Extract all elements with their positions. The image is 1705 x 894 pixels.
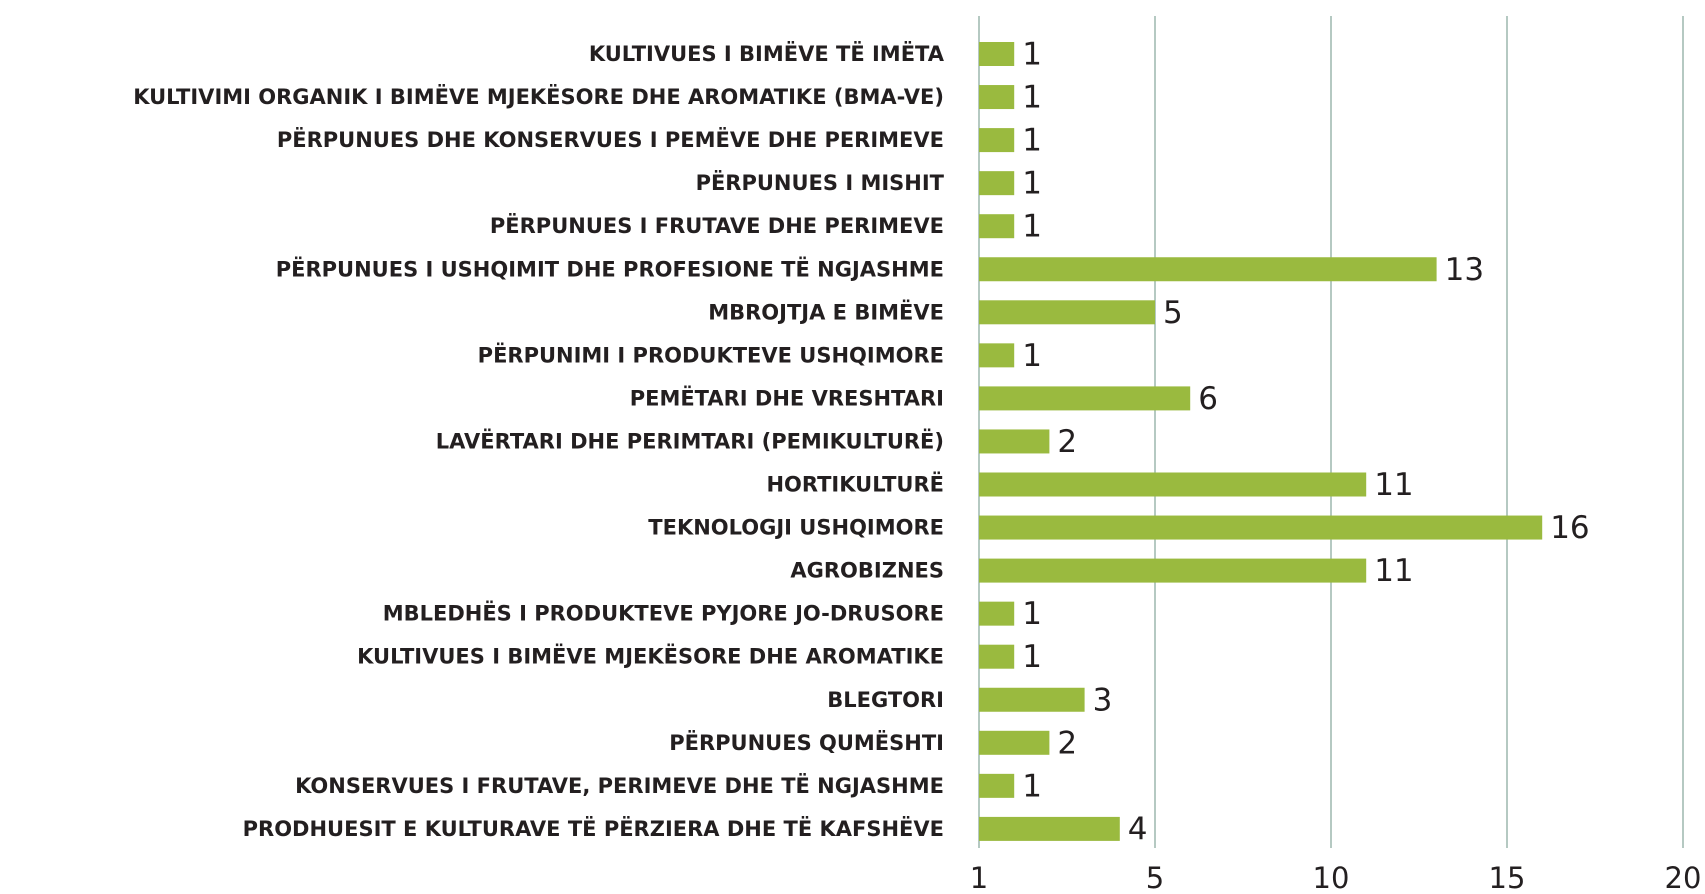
bar — [979, 816, 1120, 841]
value-label: 1 — [1022, 123, 1042, 159]
category-label: PËRPUNUES DHE KONSERVUES I PEMËVE DHE PE… — [277, 127, 944, 152]
value-label: 3 — [1093, 682, 1113, 718]
category-label: PEMËTARI DHE VRESHTARI — [630, 385, 944, 410]
category-label: HORTIKULTURË — [766, 472, 944, 497]
bar — [979, 386, 1191, 411]
category-label: TEKNOLOGJI USHQIMORE — [648, 516, 944, 540]
bar — [979, 773, 1015, 798]
value-label: 11 — [1374, 467, 1413, 503]
bar — [979, 644, 1015, 669]
category-label: KULTIVUES I BIMËVE MJEKËSORE DHE AROMATI… — [357, 644, 944, 669]
x-tick-label: 20 — [1665, 861, 1702, 894]
bar — [979, 687, 1085, 712]
bar — [979, 171, 1015, 196]
value-label: 1 — [1022, 596, 1042, 632]
category-label: PRODHUESIT E KULTURAVE TË PËRZIERA DHE T… — [243, 816, 944, 841]
value-label: 1 — [1022, 338, 1042, 374]
value-label: 11 — [1374, 553, 1413, 589]
value-label: 13 — [1445, 252, 1484, 288]
value-label: 1 — [1022, 80, 1042, 116]
value-label: 1 — [1022, 639, 1042, 675]
value-label: 2 — [1057, 424, 1077, 460]
category-label: PËRPUNUES QUMËSHTI — [669, 730, 944, 755]
category-label: BLEGTORI — [827, 688, 944, 712]
value-label: 5 — [1163, 295, 1183, 331]
value-label: 1 — [1022, 166, 1042, 202]
bar — [979, 42, 1015, 66]
value-label: 1 — [1022, 209, 1042, 245]
x-tick-label: 1 — [970, 861, 988, 894]
bar — [979, 214, 1015, 239]
category-label: PËRPUNUES I FRUTAVE DHE PERIMEVE — [490, 213, 944, 238]
category-label: PËRPUNUES I USHQIMIT DHE PROFESIONE TË N… — [276, 256, 944, 281]
x-tick-label: 10 — [1313, 861, 1350, 894]
category-label: MBLEDHËS I PRODUKTEVE PYJORE JO-DRUSORE — [383, 601, 944, 626]
bar — [979, 257, 1437, 282]
category-label: AGROBIZNES — [790, 559, 944, 583]
bar — [979, 601, 1015, 626]
value-label: 6 — [1198, 381, 1218, 417]
bar — [979, 343, 1015, 368]
category-label: MBROJTJA E BIMËVE — [708, 299, 944, 324]
bar — [979, 128, 1015, 153]
bar — [979, 472, 1367, 497]
category-label: LAVËRTARI DHE PERIMTARI (PEMIKULTURË) — [436, 428, 944, 453]
x-tick-label: 5 — [1146, 861, 1164, 894]
x-tick-label: 15 — [1489, 861, 1526, 894]
value-label: 2 — [1057, 725, 1077, 761]
bar — [979, 730, 1050, 755]
category-label: PËRPUNUES I MISHIT — [696, 170, 945, 195]
value-label: 4 — [1128, 811, 1148, 847]
category-label: KONSERVUES I FRUTAVE, PERIMEVE DHE TË NG… — [295, 773, 944, 798]
value-label: 1 — [1022, 37, 1042, 73]
bar — [979, 515, 1543, 540]
category-label: KULTIVIMI ORGANIK I BIMËVE MJEKËSORE DHE… — [133, 84, 944, 109]
category-label: KULTIVUES I BIMËVE TË IMËTA — [589, 41, 945, 66]
value-label: 1 — [1022, 768, 1042, 804]
bar — [979, 85, 1015, 110]
category-label: PËRPUNIMI I PRODUKTEVE USHQIMORE — [478, 342, 944, 367]
bar — [979, 429, 1050, 454]
bar — [979, 300, 1155, 325]
value-label: 16 — [1550, 510, 1589, 546]
bar — [979, 558, 1367, 583]
